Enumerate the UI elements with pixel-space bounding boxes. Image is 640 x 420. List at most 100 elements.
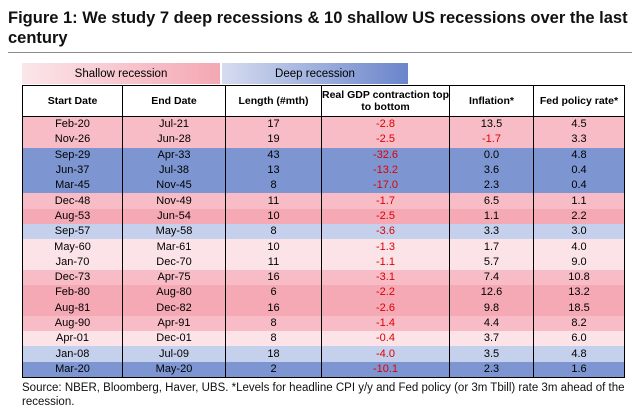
table-row: Aug-53 Jun-54 10 -2.5 1.1 2.2: [22, 208, 625, 225]
length-cell: 6: [225, 285, 322, 301]
legend-shallow-recession: Shallow recession: [22, 63, 220, 84]
table-header-row: Start Date End Date Length (#mth) Real G…: [22, 85, 625, 117]
inflation-cell: 3.6: [449, 162, 534, 179]
table-row: Sep-57 May-58 8 -3.6 3.3 3.0: [22, 224, 625, 240]
table-body: Feb-20 Jul-21 17 -2.8 13.5 4.5 Nov-26 Jun-28 19-…: [22, 116, 625, 379]
inflation-cell: 3.7: [449, 331, 534, 347]
end-date-cell: Apr-33: [122, 147, 226, 163]
inflation-cell: 9.8: [449, 300, 534, 316]
start-date-cell: Apr-01: [22, 331, 123, 347]
gdp-contraction-cell: -1.7: [321, 193, 450, 209]
gdp-contraction-cell: -13.2: [321, 162, 450, 179]
fed-rate-cell: 0.4: [533, 162, 625, 179]
end-date-cell: Apr-91: [122, 315, 226, 332]
inflation-cell: 13.5: [449, 116, 534, 133]
end-date-cell: Jul-38: [122, 162, 226, 179]
source-note: Source: NBER, Bloomberg, Haver, UBS. *Le…: [22, 382, 625, 408]
inflation-cell: -1.7: [449, 132, 534, 148]
end-date-cell: Jul-09: [122, 346, 226, 362]
table-row: Aug-81 Dec-82 16 -2.6 9.8 18.5: [22, 300, 625, 316]
fed-rate-cell: 8.2: [533, 315, 625, 332]
fed-rate-cell: 4.0: [533, 239, 625, 255]
fed-rate-cell: 2.2: [533, 208, 625, 225]
table-row: Jan-08 Jul-09 18 -4.0 3.5 4.8: [22, 346, 625, 362]
length-cell: 19: [225, 132, 322, 148]
length-cell: 10: [225, 239, 322, 255]
fed-rate-cell: 4.8: [533, 346, 625, 362]
gdp-contraction-cell: -17.0: [321, 178, 450, 194]
length-cell: 8: [225, 315, 322, 332]
table-row: Feb-20 Jul-21 17 -2.8 13.5 4.5: [22, 116, 625, 133]
fed-rate-cell: 0.4: [533, 178, 625, 194]
inflation-cell: 5.7: [449, 254, 534, 270]
inflation-cell: 3.5: [449, 346, 534, 362]
gdp-contraction-cell: -10.1: [321, 361, 450, 379]
header-length: Length (#mth): [225, 85, 322, 117]
end-date-cell: Nov-45: [122, 178, 226, 194]
recession-table: Start Date End Date Length (#mth) Real G…: [22, 85, 625, 379]
end-date-cell: Jul-21: [122, 116, 226, 133]
length-cell: 18: [225, 346, 322, 362]
gdp-contraction-cell: -2.5: [321, 208, 450, 225]
fed-rate-cell: 3.3: [533, 132, 625, 148]
inflation-cell: 4.4: [449, 315, 534, 332]
header-start-date: Start Date: [22, 85, 123, 117]
end-date-cell: Dec-01: [122, 331, 226, 347]
start-date-cell: Mar-45: [22, 178, 123, 194]
fed-rate-cell: 4.5: [533, 116, 625, 133]
length-cell: 16: [225, 300, 322, 316]
end-date-cell: Nov-49: [122, 193, 226, 209]
length-cell: 17: [225, 116, 322, 133]
length-cell: 8: [225, 178, 322, 194]
gdp-contraction-cell: -1.3: [321, 239, 450, 255]
end-date-cell: May-58: [122, 224, 226, 240]
gdp-contraction-cell: -1.1: [321, 254, 450, 270]
gdp-contraction-cell: -2.5: [321, 132, 450, 148]
start-date-cell: Aug-53: [22, 208, 123, 225]
inflation-cell: 1.1: [449, 208, 534, 225]
table-row: Mar-45 Nov-45 8 -17.0 2.3 0.4: [22, 178, 625, 194]
start-date-cell: May-60: [22, 239, 123, 255]
inflation-cell: 1.7: [449, 239, 534, 255]
table-row: Mar-20 May-20 2 -10.1 2.3 1.6: [22, 361, 625, 379]
fed-rate-cell: 1.6: [533, 361, 625, 379]
inflation-cell: 3.3: [449, 224, 534, 240]
table-row: Jan-70 Dec-70 11 -1.1 5.7 9.0: [22, 254, 625, 270]
legend: Shallow recession Deep recession: [22, 63, 408, 84]
legend-deep-recession: Deep recession: [222, 63, 408, 84]
fed-rate-cell: 6.0: [533, 331, 625, 347]
header-end-date: End Date: [122, 85, 226, 117]
start-date-cell: Sep-29: [22, 147, 123, 163]
inflation-cell: 6.5: [449, 193, 534, 209]
start-date-cell: Sep-57: [22, 224, 123, 240]
length-cell: 13: [225, 162, 322, 179]
start-date-cell: Jun-37: [22, 162, 123, 179]
gdp-contraction-cell: -2.8: [321, 116, 450, 133]
end-date-cell: May-20: [122, 361, 226, 379]
end-date-cell: Dec-82: [122, 300, 226, 316]
inflation-cell: 2.3: [449, 361, 534, 379]
inflation-cell: 7.4: [449, 269, 534, 286]
start-date-cell: Feb-20: [22, 116, 123, 133]
start-date-cell: Aug-81: [22, 300, 123, 316]
length-cell: 11: [225, 254, 322, 270]
gdp-contraction-cell: -2.2: [321, 285, 450, 301]
end-date-cell: Aug-80: [122, 285, 226, 301]
table-row: Jun-37 Jul-38 13 -13.2 3.6 0.4: [22, 162, 625, 179]
fed-rate-cell: 9.0: [533, 254, 625, 270]
start-date-cell: Feb-80: [22, 285, 123, 301]
table-row: Dec-48 Nov-49 11 -1.7 6.5 1.1: [22, 193, 625, 209]
fed-rate-cell: 1.1: [533, 193, 625, 209]
figure-title: Figure 1: We study 7 deep recessions & 1…: [8, 8, 632, 53]
end-date-cell: Jun-28: [122, 132, 226, 148]
fed-rate-cell: 18.5: [533, 300, 625, 316]
start-date-cell: Jan-08: [22, 346, 123, 362]
table-row: Aug-90 Apr-91 8 -1.4 4.4 8.2: [22, 315, 625, 332]
table-row: Dec-73 Apr-75 16 -3.1 7.4 10.8: [22, 269, 625, 286]
end-date-cell: Jun-54: [122, 208, 226, 225]
fed-rate-cell: 4.8: [533, 147, 625, 163]
length-cell: 8: [225, 331, 322, 347]
gdp-contraction-cell: -0.4: [321, 331, 450, 347]
fed-rate-cell: 10.8: [533, 269, 625, 286]
length-cell: 11: [225, 193, 322, 209]
